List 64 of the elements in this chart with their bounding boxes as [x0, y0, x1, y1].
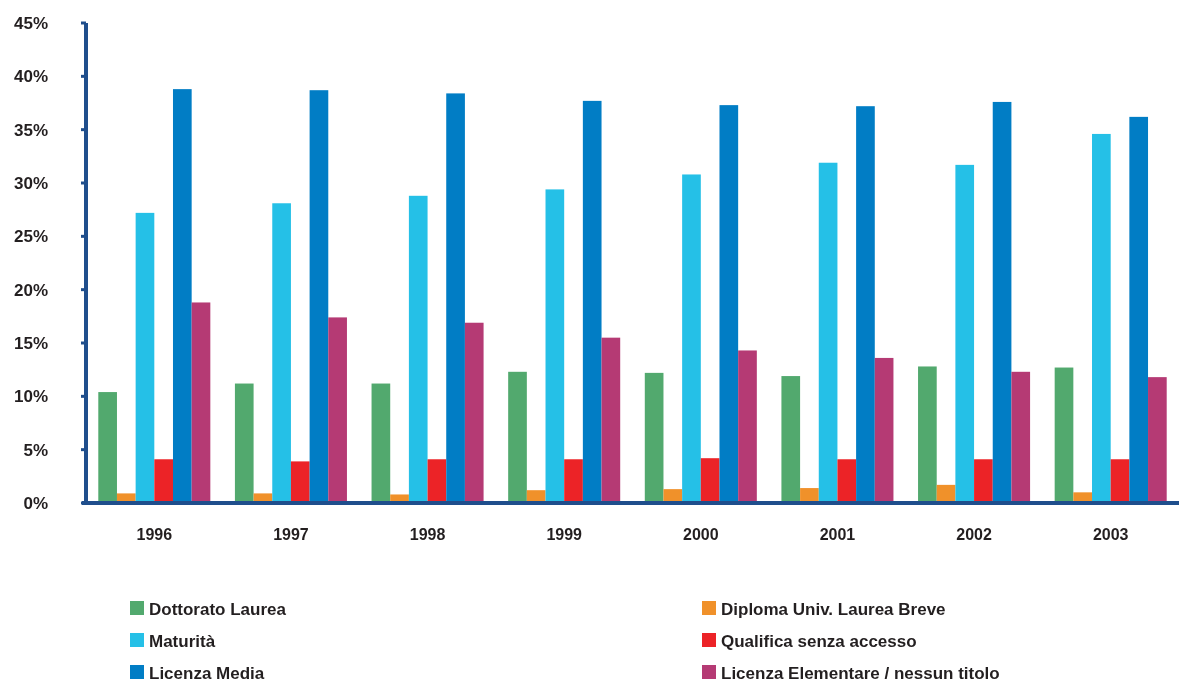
bar	[1011, 371, 1031, 503]
bar	[508, 371, 527, 503]
bar	[682, 174, 701, 503]
bar	[644, 372, 664, 503]
legend-label: Dottorato Laurea	[149, 599, 287, 619]
bar	[1129, 116, 1149, 503]
bar	[1054, 367, 1074, 503]
bar	[234, 383, 254, 503]
x-tick-label: 2001	[819, 526, 856, 543]
bar	[781, 376, 801, 503]
x-tick-label: 1998	[409, 526, 446, 543]
bar	[371, 383, 391, 503]
y-tick-label: 35%	[13, 120, 48, 140]
bar	[427, 459, 447, 503]
y-tick-label: 20%	[13, 280, 48, 300]
bar	[918, 366, 937, 503]
bar	[545, 189, 565, 503]
bar	[601, 337, 621, 503]
x-tick-label: 2003	[1092, 526, 1129, 543]
y-tick-label: 5%	[23, 440, 48, 460]
x-tick-label: 1997	[273, 526, 309, 543]
bar	[837, 459, 857, 503]
x-tick-label: 1996	[136, 526, 173, 543]
bar	[719, 105, 739, 503]
bar	[191, 302, 211, 503]
legend-label: Qualifica senza accesso	[721, 631, 917, 651]
bar	[328, 317, 347, 503]
bar	[446, 93, 465, 503]
y-tick-label: 15%	[13, 333, 48, 353]
bar	[464, 322, 484, 503]
y-tick-label: 25%	[13, 227, 48, 247]
x-tick-label: 2000	[683, 526, 719, 543]
bar	[1092, 133, 1111, 503]
bar	[974, 459, 993, 503]
x-tick-label: 1999	[546, 526, 583, 543]
bar	[309, 90, 329, 503]
bar	[98, 392, 117, 503]
bar	[408, 195, 428, 503]
y-tick-label: 10%	[13, 387, 48, 407]
bar	[1110, 459, 1130, 503]
bar	[135, 212, 155, 503]
bar	[564, 459, 583, 503]
bar	[874, 357, 894, 503]
bar	[172, 89, 192, 503]
legend-label: Diploma Univ. Laurea Breve	[721, 599, 946, 619]
bar	[154, 459, 173, 503]
bar	[272, 203, 291, 503]
y-tick-label: 0%	[23, 493, 48, 513]
bar	[582, 100, 602, 503]
y-tick-label: 30%	[13, 173, 48, 193]
legend-label: Licenza Elementare / nessun titolo	[721, 663, 1000, 682]
bar	[955, 164, 975, 503]
bar	[856, 106, 875, 503]
legend-label: Maturità	[149, 631, 216, 651]
bar	[818, 162, 838, 503]
bar	[290, 461, 310, 503]
x-tick-label: 2002	[956, 526, 992, 543]
legend-label: Licenza Media	[149, 663, 265, 682]
bar	[738, 350, 757, 503]
y-tick-label: 40%	[13, 67, 48, 87]
y-tick-label: 45%	[13, 13, 48, 33]
bar	[992, 101, 1012, 503]
bar	[1148, 377, 1167, 503]
bar	[700, 458, 720, 503]
